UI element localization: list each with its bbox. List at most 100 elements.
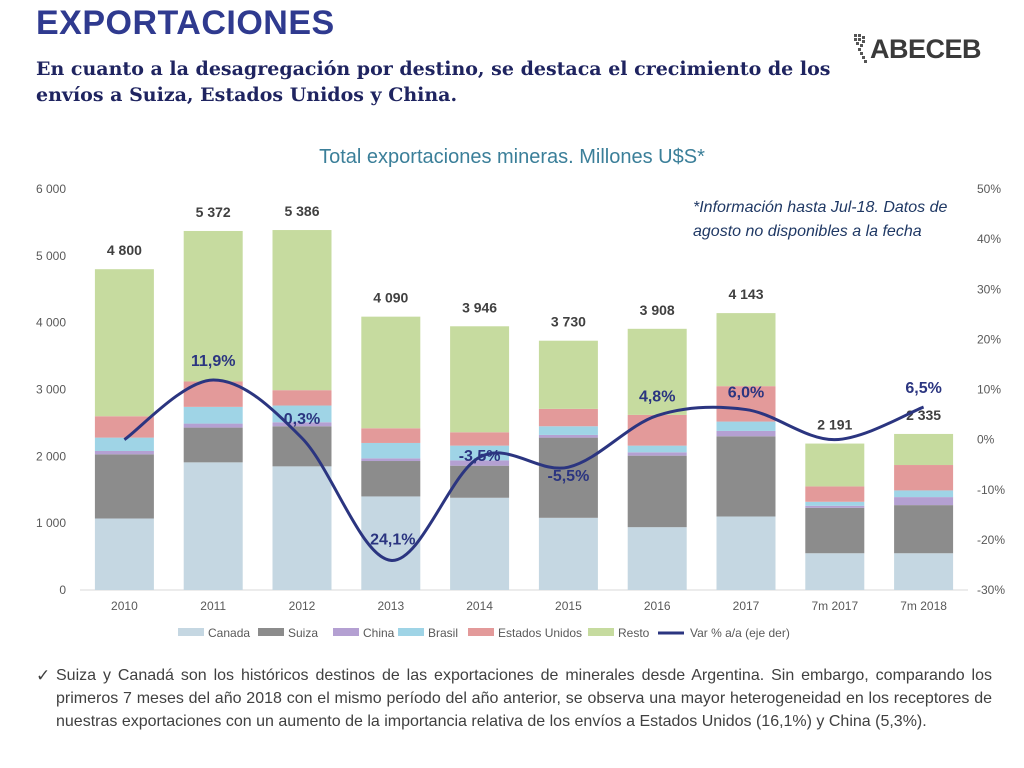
legend-label: Estados Unidos [498, 626, 582, 640]
y2-tick-label: 20% [977, 332, 1001, 346]
legend-swatch-estados-unidos [468, 628, 494, 636]
bar-segment-suiza [538, 437, 598, 518]
bar-segment-canada [450, 497, 510, 590]
bar-total-label: 5 386 [284, 203, 319, 219]
y2-tick-label: 50% [977, 182, 1001, 196]
bar-segment-brasil [894, 490, 954, 498]
legend-label: China [363, 626, 395, 640]
x-tick-label: 7m 2017 [811, 599, 858, 613]
bar-segment-china [94, 450, 154, 455]
bar-segment-estados-unidos [894, 465, 954, 491]
logo-map-icon [854, 34, 867, 63]
line-value-label: 6,0% [728, 385, 764, 402]
line-value-label: 4,8% [639, 389, 675, 406]
legend-swatch-suiza [258, 628, 284, 636]
bar-segment-estados-unidos [805, 486, 865, 502]
x-tick-label: 7m 2018 [900, 599, 947, 613]
bar-segment-canada [538, 517, 598, 590]
legend-swatch-canada [178, 628, 204, 636]
y2-tick-label: 0% [977, 433, 995, 447]
y2-tick-label: 40% [977, 232, 1001, 246]
bar-total-label: 3 730 [551, 314, 586, 330]
bar-segment-brasil [538, 426, 598, 435]
bar-segment-canada [716, 516, 776, 590]
y-tick-label: 1 000 [36, 516, 66, 530]
var-line [123, 378, 925, 562]
bar-segment-brasil [94, 437, 154, 451]
legend-swatch-resto [588, 628, 614, 636]
bar-segment-china [272, 422, 332, 427]
x-tick-label: 2013 [377, 599, 404, 613]
chart-title: Total exportaciones mineras. Millones U$… [319, 146, 705, 168]
bar-segment-canada [361, 496, 421, 590]
bar-segment-canada [805, 553, 865, 590]
bar-segment-china [627, 452, 687, 456]
logo-text: ABECEB [870, 34, 982, 64]
bar-segment-brasil [627, 445, 687, 453]
x-tick-label: 2012 [289, 599, 316, 613]
bar-segment-suiza [627, 455, 687, 528]
bar-segment-china [450, 460, 510, 466]
bar-segment-brasil [272, 405, 332, 423]
y2-tick-label: 30% [977, 282, 1001, 296]
y-tick-label: 3 000 [36, 383, 66, 397]
bar-segment-estados-unidos [94, 416, 154, 438]
line-value-label: 0,3% [284, 411, 320, 428]
bar-segment-estados-unidos [361, 428, 421, 443]
line-value-label: 6,5% [905, 380, 941, 397]
y-tick-label: 5 000 [36, 249, 66, 263]
y2-tick-label: 10% [977, 383, 1001, 397]
bar-total-label: 3 908 [640, 302, 675, 318]
bar-segment-china [805, 505, 865, 508]
bar-segment-china [538, 434, 598, 438]
x-tick-label: 2017 [733, 599, 760, 613]
legend-label: Var % a/a (eje der) [690, 626, 790, 640]
bar-segment-suiza [361, 461, 421, 497]
y2-tick-label: -10% [977, 483, 1005, 497]
x-tick-label: 2010 [111, 599, 138, 613]
bar-total-label: 4 090 [373, 290, 408, 306]
line-value-label: 24,1% [370, 531, 415, 548]
y-tick-label: 6 000 [36, 182, 66, 196]
bar-segment-estados-unidos [272, 390, 332, 406]
bar-segment-canada [183, 462, 243, 590]
bar-segment-china [894, 497, 954, 506]
legend-swatch-china [333, 628, 359, 636]
bar-segment-suiza [183, 427, 243, 463]
bar-total-label: 3 946 [462, 299, 497, 315]
x-tick-label: 2016 [644, 599, 671, 613]
bar-segment-resto [361, 316, 421, 429]
bar-total-label: 5 372 [196, 204, 231, 220]
bar-segment-brasil [450, 445, 510, 461]
legend-label: Suiza [288, 626, 318, 640]
bar-segment-china [361, 458, 421, 462]
bar-total-label: 4 800 [107, 242, 142, 258]
bar-segment-china [716, 430, 776, 437]
bar-segment-estados-unidos [627, 414, 687, 446]
bar-segment-suiza [94, 454, 154, 519]
line-value-label: 11,9% [191, 353, 235, 370]
page-title: EXPORTACIONES [36, 4, 335, 42]
bar-segment-brasil [183, 406, 243, 424]
bottom-paragraph: ✓ Suiza y Canadá son los históricos dest… [36, 664, 992, 733]
bar-segment-resto [272, 230, 332, 391]
x-tick-label: 2014 [466, 599, 493, 613]
page-subtitle: En cuanto a la desagregación por destino… [36, 58, 831, 106]
y-tick-label: 2 000 [36, 449, 66, 463]
bar-segment-brasil [716, 421, 776, 431]
chart-footnote: *Información hasta Jul-18. Datos de agos… [693, 199, 948, 240]
bar-segment-suiza [894, 505, 954, 554]
bar-segment-brasil [361, 442, 421, 459]
x-tick-label: 2015 [555, 599, 582, 613]
line-value-label: -5,5% [548, 468, 590, 485]
bar-segment-canada [894, 553, 954, 590]
bar-segment-resto [805, 443, 865, 487]
bar-segment-resto [716, 313, 776, 387]
y2-tick-label: -30% [977, 583, 1005, 597]
bar-total-label: 2 335 [906, 407, 941, 423]
bar-segment-china [183, 423, 243, 428]
bar-segment-canada [627, 527, 687, 590]
bar-segment-resto [94, 269, 154, 417]
bar-segment-canada [272, 466, 332, 590]
bar-segment-estados-unidos [538, 408, 598, 427]
